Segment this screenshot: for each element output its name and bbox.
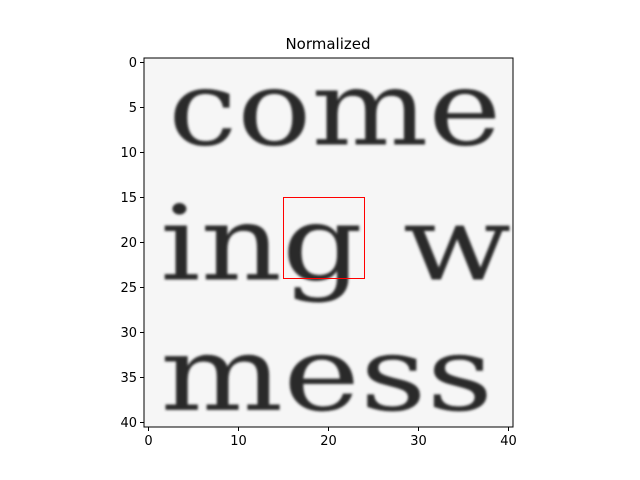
- y-tick-label: 25: [120, 281, 137, 296]
- y-tick-label: 35: [120, 371, 137, 386]
- image-background: [144, 58, 513, 427]
- x-tick-label: 20: [320, 434, 337, 449]
- x-axis: 0 10 20 30 40: [144, 427, 517, 449]
- y-tick-label: 30: [120, 326, 137, 341]
- y-tick-label: 15: [120, 191, 137, 206]
- x-tick-label: 0: [144, 434, 152, 449]
- y-tick-label: 10: [120, 146, 137, 161]
- chart-title: Normalized: [285, 35, 370, 53]
- y-tick-label: 5: [129, 101, 137, 116]
- highlight-box: [283, 197, 365, 279]
- y-axis: 0 5 10 15 20 25 30 35 40: [120, 56, 144, 431]
- x-tick-label: 10: [230, 434, 247, 449]
- image-text-line: ing w: [160, 184, 511, 304]
- y-tick-label: 0: [129, 56, 137, 71]
- image-text-line: mess: [160, 315, 493, 435]
- x-tick-label: 30: [410, 434, 427, 449]
- y-tick-label: 20: [120, 236, 137, 251]
- y-tick-label: 40: [120, 416, 137, 431]
- x-tick-label: 40: [500, 434, 517, 449]
- image-text-line: come: [168, 49, 501, 169]
